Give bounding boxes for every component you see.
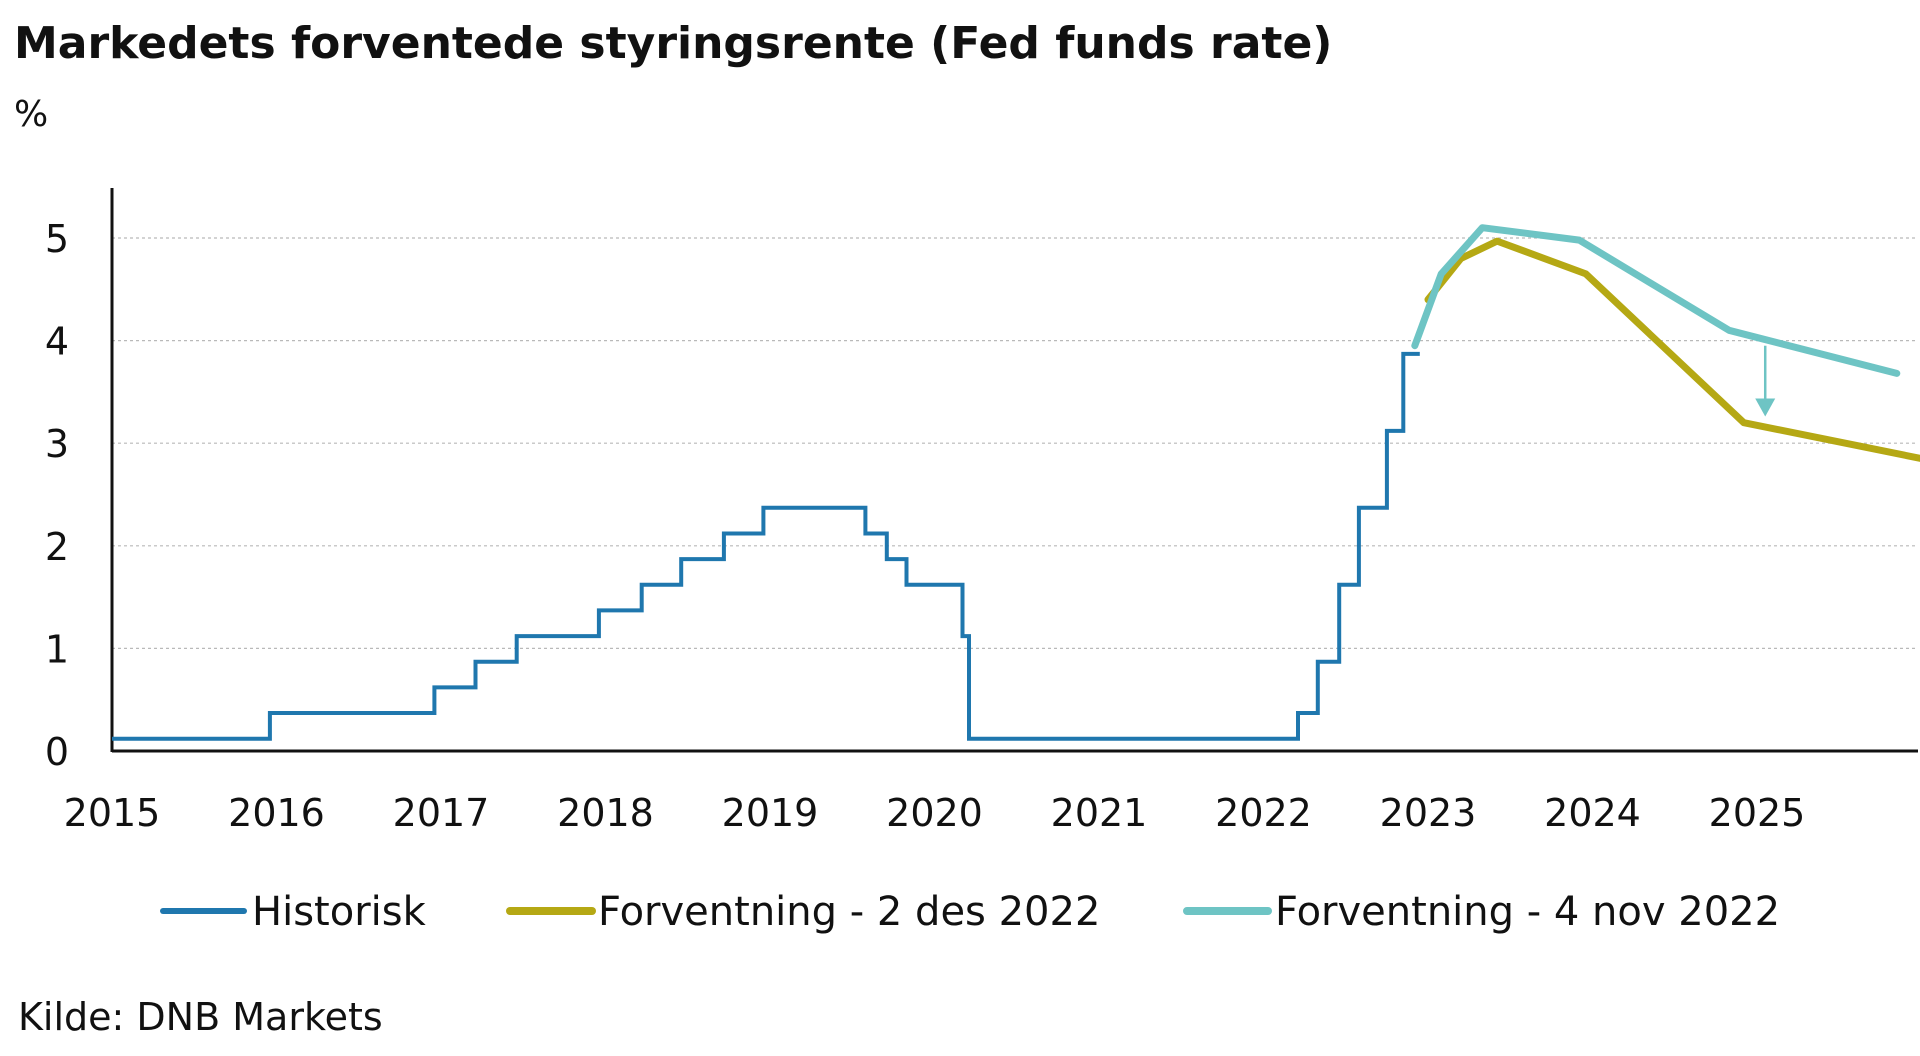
axes (110, 188, 1918, 753)
gridlines (112, 237, 1918, 650)
x-tick-label-2016: 2016 (228, 791, 325, 835)
x-tick-label-2024: 2024 (1544, 791, 1641, 835)
x-tick-label-2023: 2023 (1380, 791, 1477, 835)
annotations (1755, 345, 1776, 417)
y-tick-label-2: 2 (45, 525, 69, 569)
series-line-forventning-des (1424, 237, 1920, 462)
legend-label-historisk: Historisk (252, 889, 427, 935)
series-line-forventning-nov (1411, 224, 1901, 377)
legend: Historisk Forventning - 2 des 2022 Forve… (160, 889, 1780, 935)
x-tick-label-2017: 2017 (393, 791, 490, 835)
y-tick-labels: 0 1 2 3 4 5 (45, 217, 69, 774)
annotation-arrow-head (1755, 398, 1776, 417)
x-tick-label-2020: 2020 (886, 791, 983, 835)
y-tick-label-5: 5 (45, 217, 69, 261)
x-tick-label-2022: 2022 (1215, 791, 1312, 835)
series-lines (112, 224, 1920, 741)
source-note: Kilde: DNB Markets (18, 995, 383, 1039)
legend-label-forventning-des: Forventning - 2 des 2022 (598, 889, 1100, 935)
legend-item-forventning-nov: Forventning - 4 nov 2022 (1183, 889, 1780, 935)
legend-item-forventning-des: Forventning - 2 des 2022 (506, 889, 1100, 935)
x-tick-labels: 2015 2016 2017 2018 2019 2020 2021 2022 2023 2024… (64, 791, 1806, 835)
y-tick-label-0: 0 (45, 730, 69, 774)
legend-item-historisk: Historisk (160, 889, 427, 935)
y-unit-label: % (14, 94, 48, 135)
x-tick-label-2021: 2021 (1051, 791, 1148, 835)
series-line-historisk (112, 351, 1420, 741)
x-tick-label-2025: 2025 (1709, 791, 1806, 835)
y-tick-label-1: 1 (45, 627, 69, 671)
legend-label-forventning-nov: Forventning - 4 nov 2022 (1275, 889, 1780, 935)
chart-title: Markedets forventede styringsrente (Fed … (14, 18, 1332, 69)
y-tick-label-4: 4 (45, 320, 69, 364)
x-tick-label-2015: 2015 (64, 791, 161, 835)
x-tick-label-2019: 2019 (722, 791, 819, 835)
y-tick-label-3: 3 (45, 422, 69, 466)
x-tick-label-2018: 2018 (557, 791, 654, 835)
